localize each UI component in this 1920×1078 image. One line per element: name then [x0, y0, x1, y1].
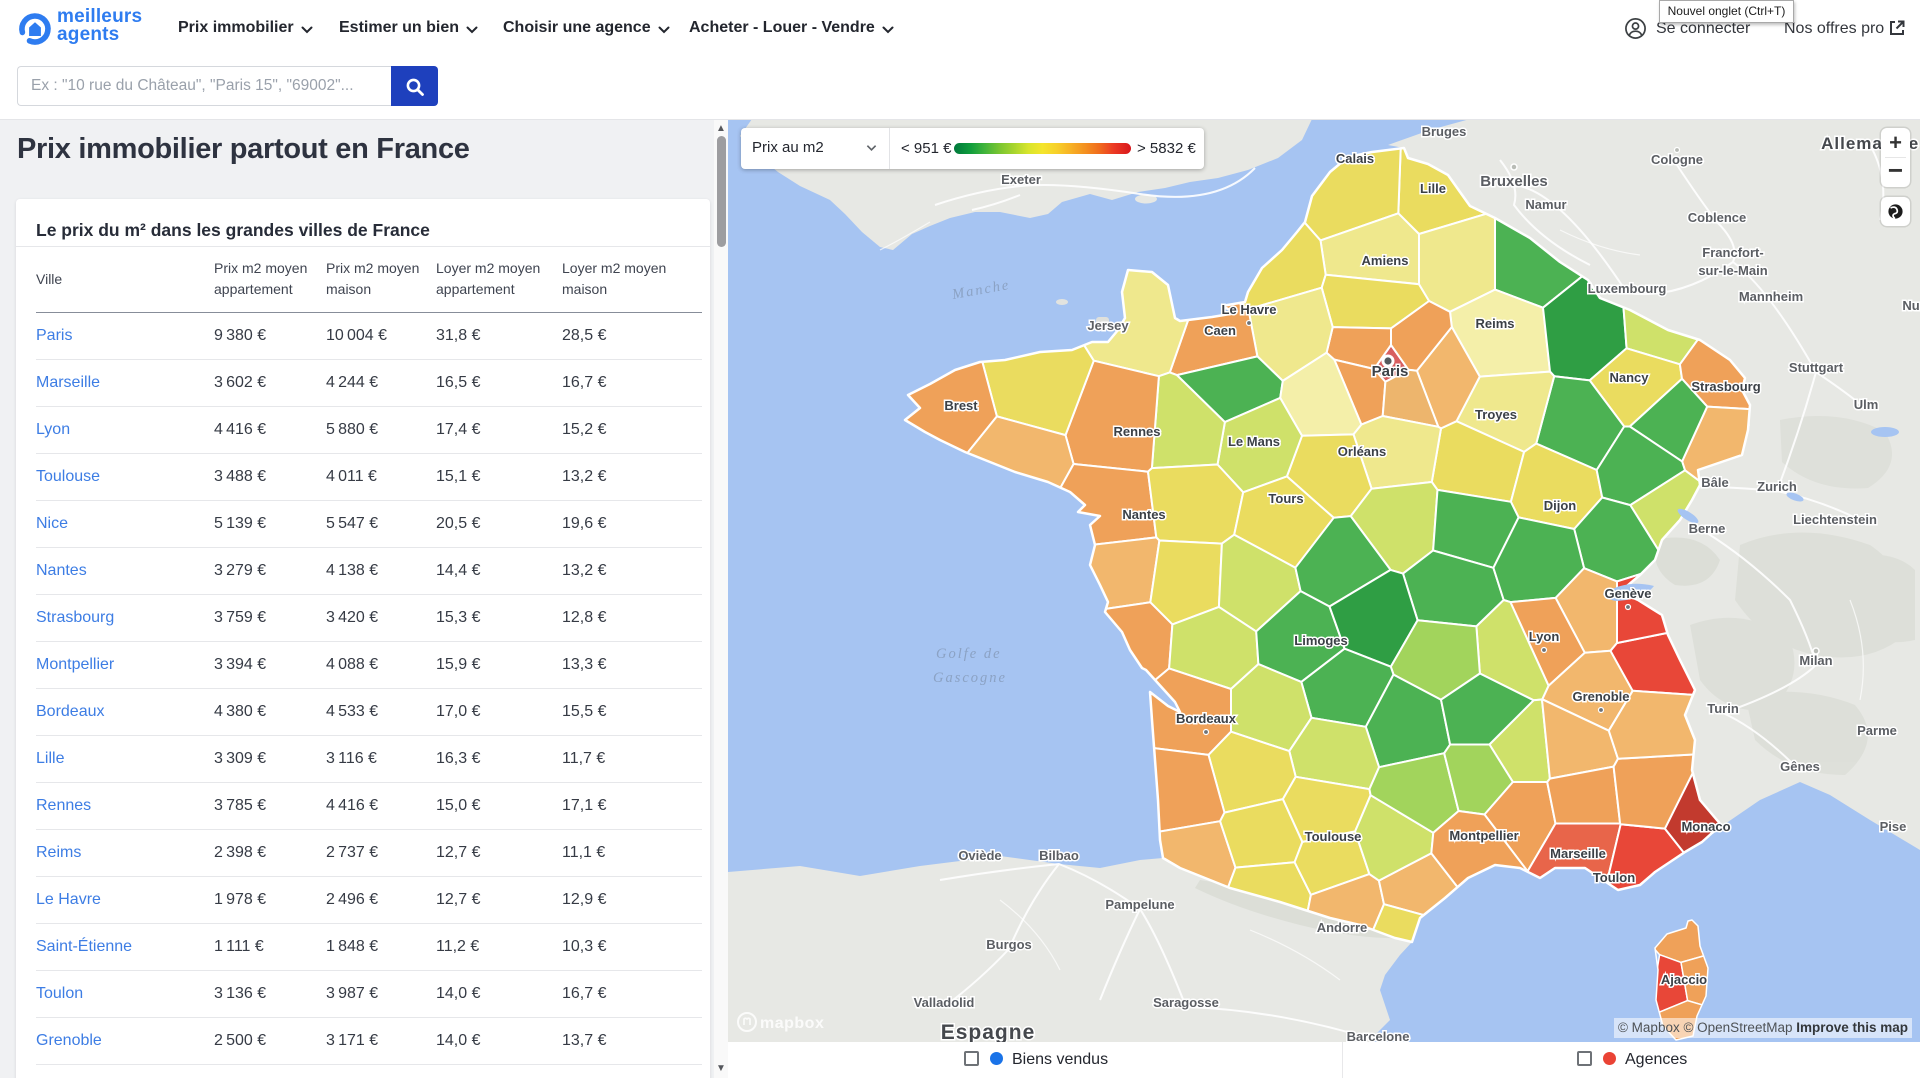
- svg-text:Genève: Genève: [1605, 586, 1652, 601]
- svg-text:Limoges: Limoges: [1294, 633, 1347, 648]
- svg-text:Strasbourg: Strasbourg: [1691, 379, 1760, 394]
- svg-text:Montpellier: Montpellier: [1449, 828, 1518, 843]
- svg-text:Berne: Berne: [1689, 521, 1726, 536]
- svg-text:Grenoble: Grenoble: [1572, 689, 1629, 704]
- svg-text:Gênes: Gênes: [1780, 759, 1820, 774]
- svg-text:sur-le-Main: sur-le-Main: [1698, 263, 1767, 278]
- svg-text:Bruges: Bruges: [1422, 124, 1467, 139]
- svg-text:Oviède: Oviède: [958, 848, 1001, 863]
- svg-text:Bâle: Bâle: [1701, 475, 1728, 490]
- svg-text:Pise: Pise: [1880, 819, 1907, 834]
- svg-text:Gascogne: Gascogne: [933, 670, 1007, 686]
- svg-text:Nancy: Nancy: [1609, 370, 1649, 385]
- svg-text:Milan: Milan: [1799, 653, 1832, 668]
- svg-text:Amiens: Amiens: [1362, 253, 1409, 268]
- svg-text:Andorre: Andorre: [1317, 920, 1368, 935]
- svg-text:Allema: Allema: [1821, 134, 1883, 153]
- svg-text:Coblence: Coblence: [1688, 210, 1747, 225]
- svg-text:Ajaccio: Ajaccio: [1661, 972, 1707, 987]
- svg-text:Mannheim: Mannheim: [1739, 289, 1803, 304]
- svg-text:Liechtenstein: Liechtenstein: [1793, 512, 1877, 527]
- svg-text:e: e: [1909, 134, 1919, 153]
- svg-text:Le Havre: Le Havre: [1222, 302, 1277, 317]
- svg-text:Bruxelles: Bruxelles: [1480, 173, 1548, 190]
- svg-text:Paris: Paris: [1372, 363, 1409, 380]
- svg-text:Exeter: Exeter: [1001, 172, 1041, 187]
- svg-text:Lille: Lille: [1420, 181, 1446, 196]
- svg-text:Brest: Brest: [944, 398, 978, 413]
- svg-text:Jersey: Jersey: [1087, 318, 1129, 333]
- svg-text:Reims: Reims: [1475, 316, 1514, 331]
- svg-text:Luxembourg: Luxembourg: [1588, 281, 1667, 296]
- svg-text:Bilbao: Bilbao: [1039, 848, 1079, 863]
- svg-text:Zurich: Zurich: [1757, 479, 1797, 494]
- svg-text:Stuttgart: Stuttgart: [1789, 360, 1844, 375]
- svg-text:Lyon: Lyon: [1529, 629, 1560, 644]
- svg-text:Cologne: Cologne: [1651, 152, 1703, 167]
- svg-text:Tours: Tours: [1268, 491, 1303, 506]
- svg-text:Francfort-: Francfort-: [1702, 245, 1763, 260]
- svg-text:Marseille: Marseille: [1550, 846, 1606, 861]
- svg-text:Toulon: Toulon: [1593, 870, 1635, 885]
- svg-text:Calais: Calais: [1336, 151, 1374, 166]
- svg-text:mapbox: mapbox: [760, 1015, 824, 1032]
- svg-text:Bordeaux: Bordeaux: [1176, 711, 1237, 726]
- svg-text:Pampelune: Pampelune: [1105, 897, 1174, 912]
- svg-text:Golfe de: Golfe de: [936, 646, 1002, 662]
- svg-text:Turin: Turin: [1707, 701, 1739, 716]
- svg-text:Ulm: Ulm: [1854, 397, 1879, 412]
- svg-text:Nu: Nu: [1902, 298, 1919, 313]
- svg-text:Orléans: Orléans: [1338, 444, 1386, 459]
- svg-text:Valladolid: Valladolid: [914, 995, 975, 1010]
- svg-text:Barcelone: Barcelone: [1347, 1029, 1410, 1044]
- svg-text:Troyes: Troyes: [1475, 407, 1517, 422]
- svg-text:Burgos: Burgos: [986, 937, 1032, 952]
- svg-text:Namur: Namur: [1525, 197, 1566, 212]
- svg-text:Parme: Parme: [1857, 723, 1897, 738]
- svg-text:Caen: Caen: [1204, 323, 1236, 338]
- svg-text:Saragosse: Saragosse: [1153, 995, 1219, 1010]
- svg-text:Nantes: Nantes: [1122, 507, 1165, 522]
- svg-text:Monaco: Monaco: [1681, 819, 1730, 834]
- svg-text:Toulouse: Toulouse: [1305, 829, 1362, 844]
- svg-text:Espagne: Espagne: [941, 1021, 1036, 1044]
- svg-text:Rennes: Rennes: [1114, 424, 1161, 439]
- svg-text:Dijon: Dijon: [1544, 498, 1577, 513]
- svg-text:Le Mans: Le Mans: [1228, 434, 1280, 449]
